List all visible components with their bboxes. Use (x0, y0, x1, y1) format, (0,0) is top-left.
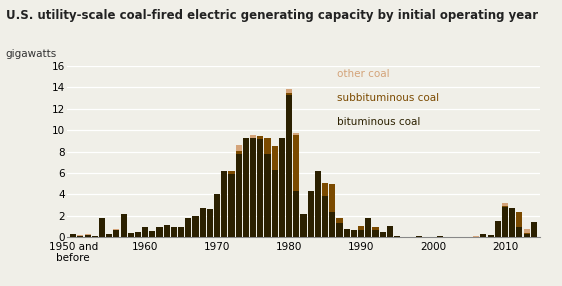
Bar (358, 226, 364, 230)
Bar (128, 233, 134, 237)
Bar (502, 206, 508, 207)
Bar (142, 227, 148, 237)
Bar (164, 225, 170, 237)
Bar (84, 235, 90, 237)
Text: bituminous coal: bituminous coal (337, 117, 420, 127)
Bar (315, 171, 321, 237)
Bar (84, 234, 90, 235)
Text: gigawatts: gigawatts (6, 49, 57, 59)
Bar (307, 191, 314, 237)
Bar (473, 236, 479, 237)
Bar (235, 154, 242, 237)
Text: U.S. utility-scale coal-fired electric generating capacity by initial operating : U.S. utility-scale coal-fired electric g… (6, 9, 538, 21)
Bar (487, 235, 493, 237)
Bar (250, 136, 256, 138)
Text: other coal: other coal (337, 69, 389, 79)
Bar (265, 154, 270, 237)
Bar (235, 150, 242, 154)
Bar (114, 230, 120, 237)
Bar (516, 212, 523, 227)
Bar (524, 233, 529, 234)
Bar (78, 235, 83, 236)
Bar (394, 236, 400, 237)
Bar (235, 145, 242, 150)
Bar (365, 218, 371, 237)
Bar (243, 138, 249, 237)
Bar (279, 138, 285, 237)
Bar (92, 236, 98, 237)
Bar (229, 171, 234, 174)
Bar (271, 170, 278, 237)
Bar (524, 234, 529, 237)
Bar (200, 208, 206, 237)
Bar (286, 89, 292, 93)
Bar (293, 136, 300, 191)
Bar (120, 214, 126, 237)
Bar (257, 139, 264, 237)
Bar (531, 223, 537, 237)
Bar (221, 171, 228, 237)
Bar (322, 196, 328, 237)
Bar (70, 234, 76, 237)
Bar (509, 208, 515, 237)
Bar (271, 146, 278, 170)
Bar (524, 229, 529, 233)
Bar (379, 232, 386, 237)
Text: subbituminous coal: subbituminous coal (337, 93, 439, 103)
Bar (343, 229, 350, 237)
Bar (257, 136, 264, 139)
Bar (415, 236, 422, 237)
Bar (293, 191, 300, 237)
Bar (106, 234, 112, 237)
Bar (178, 227, 184, 237)
Bar (481, 234, 487, 237)
Bar (171, 227, 177, 237)
Bar (502, 202, 508, 206)
Bar (250, 138, 256, 237)
Bar (135, 232, 141, 237)
Bar (351, 230, 357, 237)
Bar (229, 174, 234, 237)
Bar (185, 218, 192, 237)
Bar (358, 230, 364, 237)
Bar (373, 230, 378, 237)
Bar (156, 227, 162, 237)
Bar (192, 216, 198, 237)
Bar (286, 93, 292, 95)
Bar (99, 218, 105, 237)
Bar (322, 183, 328, 196)
Bar (495, 221, 501, 237)
Bar (329, 184, 336, 212)
Bar (516, 227, 523, 237)
Bar (286, 95, 292, 237)
Bar (502, 207, 508, 237)
Bar (301, 214, 306, 237)
Bar (437, 236, 443, 237)
Bar (387, 226, 393, 237)
Bar (293, 133, 300, 136)
Bar (114, 229, 120, 230)
Bar (329, 212, 336, 237)
Bar (149, 231, 156, 237)
Bar (214, 194, 220, 237)
Bar (78, 236, 83, 237)
Bar (265, 138, 270, 154)
Bar (337, 218, 342, 223)
Bar (373, 227, 378, 230)
Bar (207, 209, 213, 237)
Bar (337, 223, 342, 237)
